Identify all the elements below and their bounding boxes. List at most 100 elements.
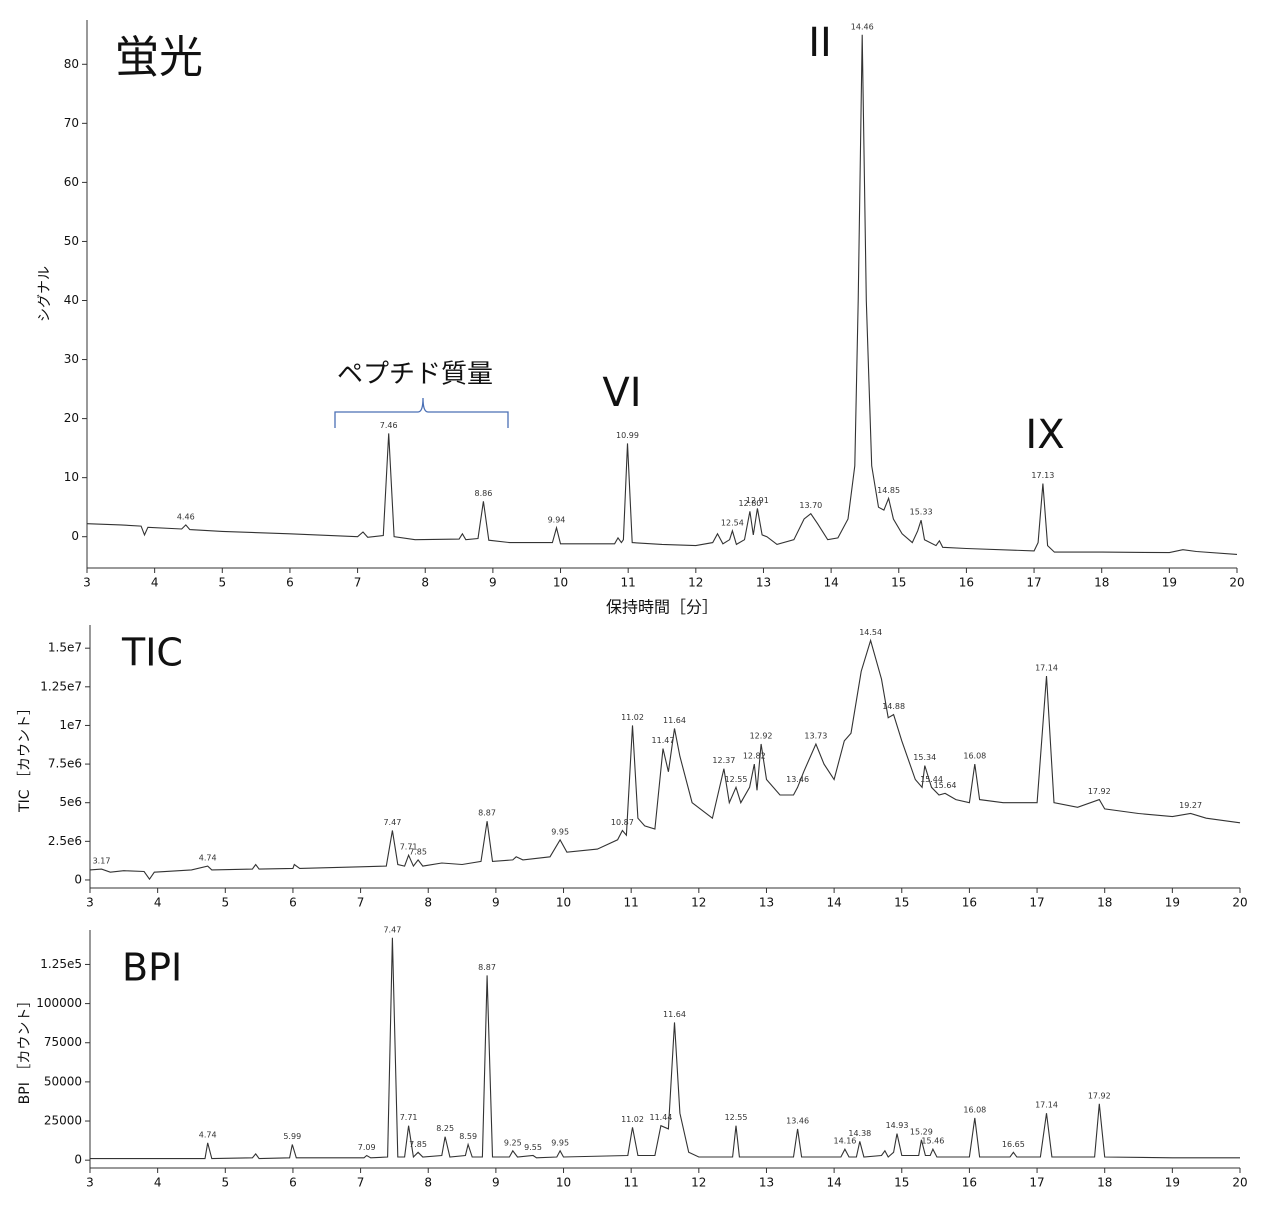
y-tick-label: 50000 <box>44 1074 82 1088</box>
peak-label: 8.86 <box>475 489 493 498</box>
annotation: IX <box>1025 412 1064 458</box>
x-tick-label: 8 <box>424 1176 432 1190</box>
y-tick-label: 30 <box>64 352 79 366</box>
y-tick-label: 0 <box>71 529 79 543</box>
peak-label: 17.92 <box>1088 787 1111 796</box>
peak-label: 8.87 <box>478 963 496 972</box>
x-tick-label: 19 <box>1165 896 1180 910</box>
x-tick-label: 14 <box>826 1176 841 1190</box>
x-tick-label: 16 <box>959 576 974 590</box>
bracket <box>334 397 509 428</box>
x-tick-label: 9 <box>489 576 497 590</box>
peak-label: 8.25 <box>436 1124 454 1133</box>
x-tick-label: 3 <box>86 1176 94 1190</box>
peak-label: 14.54 <box>859 628 882 637</box>
peak-label: 17.14 <box>1035 1101 1058 1110</box>
x-tick-label: 3 <box>83 576 91 590</box>
peak-label: 15.33 <box>910 508 933 517</box>
y-tick-label: 75000 <box>44 1035 82 1049</box>
x-tick-label: 16 <box>962 896 977 910</box>
peak-label: 11.47 <box>652 736 675 745</box>
peak-label: 17.13 <box>1031 471 1054 480</box>
x-tick-label: 8 <box>424 896 432 910</box>
x-tick-label: 10 <box>553 576 568 590</box>
peak-label: 8.59 <box>459 1132 477 1141</box>
x-tick-label: 17 <box>1029 896 1044 910</box>
peak-label: 13.46 <box>786 775 809 784</box>
x-tick-label: 7 <box>354 576 362 590</box>
peak-label: 15.34 <box>913 753 936 762</box>
y-tick-label: 1e7 <box>59 718 82 732</box>
peak-label: 11.02 <box>621 713 644 722</box>
y-tick-label: 10 <box>64 470 79 484</box>
peak-label: 14.38 <box>848 1129 871 1138</box>
peak-label: 11.02 <box>621 1115 644 1124</box>
annotation: VI <box>602 370 641 416</box>
peak-label: 7.47 <box>383 818 401 827</box>
peak-label: 11.64 <box>663 716 686 725</box>
x-tick-label: 14 <box>823 576 838 590</box>
peak-label: 12.92 <box>750 731 773 740</box>
x-tick-label: 19 <box>1165 1176 1180 1190</box>
peak-label: 16.65 <box>1002 1140 1025 1149</box>
x-tick-label: 14 <box>826 896 841 910</box>
x-axis-label: 保持時間［分］ <box>606 598 718 617</box>
peak-label: 7.47 <box>383 925 401 934</box>
annotation: ペプチド質量 <box>337 360 493 390</box>
panel-title: TIC <box>121 631 183 675</box>
peak-label: 13.73 <box>804 731 827 740</box>
peak-label: 9.94 <box>548 515 566 524</box>
y-tick-label: 60 <box>64 175 79 189</box>
x-tick-label: 18 <box>1094 576 1109 590</box>
x-tick-label: 9 <box>492 896 500 910</box>
peak-label: 3.17 <box>93 857 111 866</box>
x-tick-label: 15 <box>891 576 906 590</box>
x-tick-label: 15 <box>894 1176 909 1190</box>
peak-label: 16.08 <box>963 1105 986 1114</box>
x-tick-label: 7 <box>357 1176 365 1190</box>
trace <box>86 34 1238 555</box>
x-tick-label: 4 <box>154 1176 162 1190</box>
peak-label: 16.08 <box>963 752 986 761</box>
peak-label: 14.16 <box>833 1137 856 1146</box>
x-tick-label: 12 <box>691 896 706 910</box>
peak-label: 12.54 <box>721 518 744 527</box>
y-tick-label: 1.25e5 <box>40 957 82 971</box>
trace <box>90 937 1240 1160</box>
peak-label: 11.64 <box>663 1010 686 1019</box>
y-tick-label: 25000 <box>44 1114 82 1128</box>
x-tick-label: 6 <box>289 896 297 910</box>
x-tick-label: 4 <box>151 576 159 590</box>
peak-label: 13.46 <box>786 1116 809 1125</box>
x-tick-label: 15 <box>894 896 909 910</box>
panel-title: 蛍光 <box>115 32 203 83</box>
peak-label: 14.46 <box>851 22 874 31</box>
peak-label: 7.09 <box>358 1143 376 1152</box>
peak-label: 7.46 <box>380 421 398 430</box>
x-tick-label: 5 <box>218 576 226 590</box>
x-tick-label: 20 <box>1232 1176 1247 1190</box>
x-tick-label: 20 <box>1229 576 1244 590</box>
peak-label: 10.99 <box>616 431 639 440</box>
y-tick-label: 1.5e7 <box>48 641 82 655</box>
x-tick-label: 10 <box>556 896 571 910</box>
peak-label: 15.64 <box>934 781 957 790</box>
y-tick-label: 5e6 <box>59 795 82 809</box>
peak-label: 7.85 <box>409 847 427 856</box>
peak-label: 12.55 <box>725 775 748 784</box>
x-tick-label: 16 <box>962 1176 977 1190</box>
peak-label: 11.44 <box>649 1113 672 1122</box>
peak-label: 15.29 <box>910 1127 933 1136</box>
x-tick-label: 13 <box>756 576 771 590</box>
y-axis-label: BPI ［カウント］ <box>17 994 33 1105</box>
peak-label: 4.74 <box>199 1130 217 1139</box>
peak-label: 9.25 <box>504 1138 522 1147</box>
x-tick-label: 18 <box>1097 896 1112 910</box>
trace <box>89 638 1241 881</box>
x-tick-label: 11 <box>624 896 639 910</box>
x-tick-label: 8 <box>421 576 429 590</box>
y-tick-label: 0 <box>74 1153 82 1167</box>
x-tick-label: 13 <box>759 896 774 910</box>
